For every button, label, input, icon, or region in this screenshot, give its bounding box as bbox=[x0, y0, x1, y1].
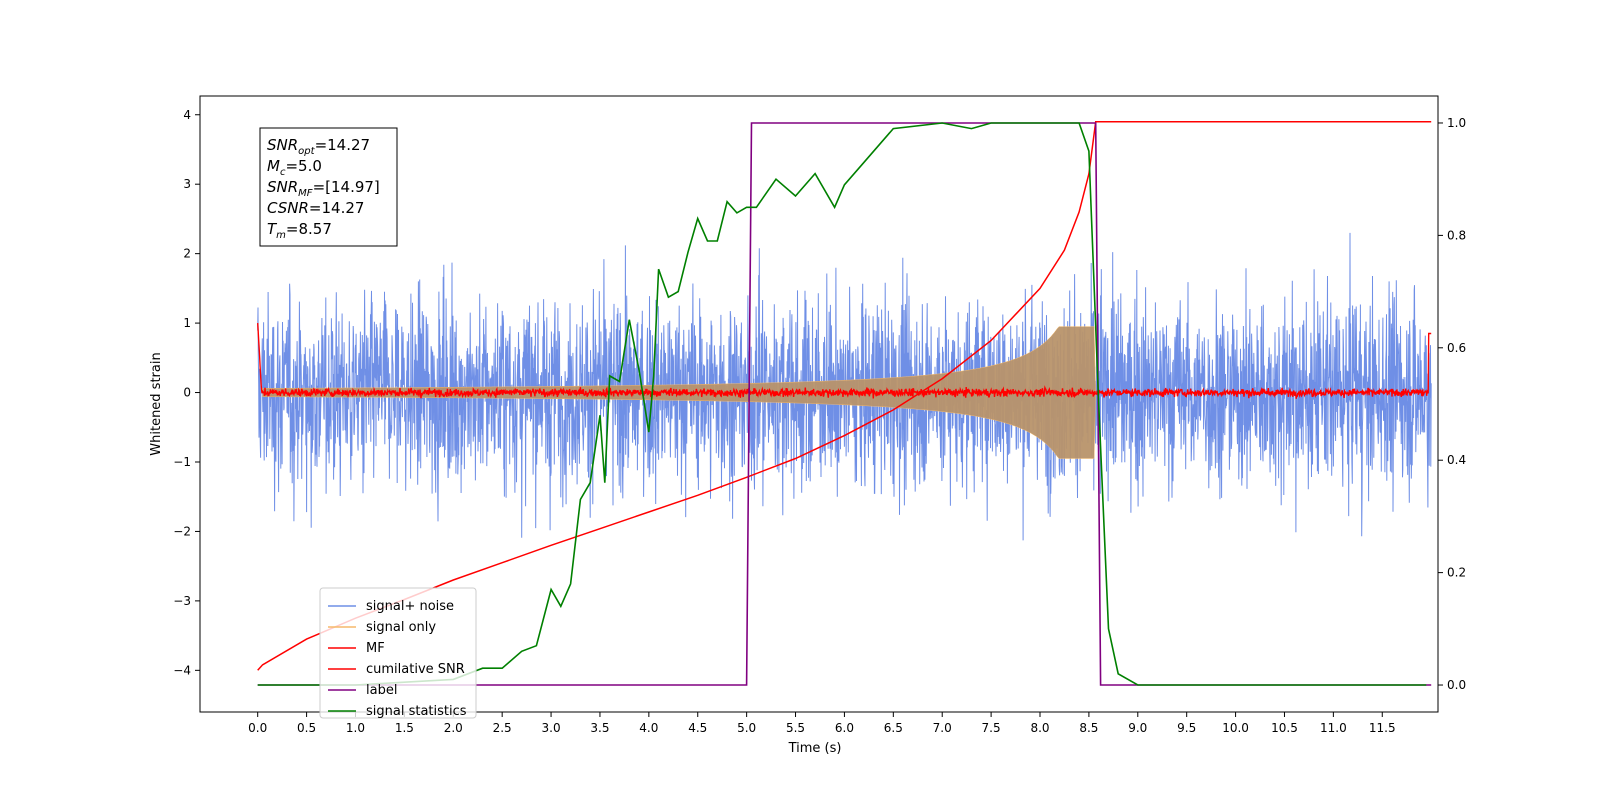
x-axis: 0.0 0.5 1.0 1.5 2.0 2.5 3.0 3.5 4.0 4.5 5.0 5.5 6.0 6… bbox=[248, 712, 1396, 735]
x-tick-label: 11.0 bbox=[1320, 721, 1347, 735]
y-tick-label: −4 bbox=[173, 663, 191, 677]
x-tick-label: 9.5 bbox=[1177, 721, 1196, 735]
x-tick-label: 6.0 bbox=[835, 721, 854, 735]
legend-entry: signal only bbox=[366, 620, 436, 635]
y-tick-label: 0 bbox=[183, 386, 191, 400]
x-tick-label: 2.5 bbox=[493, 721, 512, 735]
y-tick-label: 2 bbox=[183, 247, 191, 261]
y2-tick-label: 0.8 bbox=[1447, 228, 1466, 242]
info-line: CSNR=14.27 bbox=[267, 199, 364, 217]
series-mf bbox=[257, 323, 1432, 399]
y-tick-label: −1 bbox=[173, 455, 191, 469]
y-tick-label: 3 bbox=[183, 177, 191, 191]
y-axis-left: 4 3 2 1 0 −1 −2 −3 −4 bbox=[173, 108, 200, 677]
legend: signal+ noise signal only MF cumilative SNR… bbox=[319, 587, 477, 719]
x-tick-label: 11.5 bbox=[1369, 721, 1396, 735]
x-tick-label: 8.0 bbox=[1030, 721, 1049, 735]
info-line: SNRMF=[14.97] bbox=[267, 178, 380, 199]
plot-frame bbox=[199, 95, 1439, 713]
legend-entry: signal statistics bbox=[366, 704, 467, 719]
x-axis-label: Time (s) bbox=[788, 741, 842, 756]
y-axis-label: Whitened strain bbox=[149, 352, 164, 455]
x-tick-label: 4.0 bbox=[639, 721, 658, 735]
y2-tick-label: 1.0 bbox=[1447, 116, 1466, 130]
x-tick-label: 8.5 bbox=[1079, 721, 1098, 735]
y2-tick-label: 0.0 bbox=[1447, 678, 1466, 692]
info-line: SNRopt=14.27 bbox=[267, 136, 370, 157]
info-line: Mc=5.0 bbox=[267, 157, 322, 178]
info-line: Tm=8.57 bbox=[267, 220, 332, 241]
x-tick-label: 3.0 bbox=[542, 721, 561, 735]
x-tick-label: 3.5 bbox=[590, 721, 609, 735]
x-tick-label: 5.0 bbox=[737, 721, 756, 735]
x-tick-label: 7.0 bbox=[933, 721, 952, 735]
y-tick-label: 4 bbox=[183, 108, 191, 122]
y-axis-right: 1.0 0.8 0.6 0.4 0.2 0.0 bbox=[1438, 116, 1466, 692]
x-tick-label: 7.5 bbox=[982, 721, 1001, 735]
legend-entry: signal+ noise bbox=[366, 599, 454, 614]
y2-tick-label: 0.4 bbox=[1447, 453, 1466, 467]
x-tick-label: 1.5 bbox=[395, 721, 414, 735]
y2-tick-label: 0.2 bbox=[1447, 566, 1466, 580]
series-signal-noise bbox=[257, 232, 1432, 541]
x-tick-label: 0.0 bbox=[248, 721, 267, 735]
y-tick-label: 1 bbox=[183, 316, 191, 330]
y2-tick-label: 0.6 bbox=[1447, 341, 1466, 355]
info-box: SNRopt=14.27Mc=5.0SNRMF=[14.97]CSNR=14.2… bbox=[259, 127, 398, 247]
x-tick-label: 9.0 bbox=[1128, 721, 1147, 735]
y-tick-label: −2 bbox=[173, 524, 191, 538]
series-layer bbox=[257, 120, 1432, 686]
x-tick-label: 6.5 bbox=[884, 721, 903, 735]
legend-entry: cumilative SNR bbox=[366, 662, 465, 677]
series-signal-statistics bbox=[257, 122, 1427, 686]
x-tick-label: 0.5 bbox=[297, 721, 316, 735]
x-tick-label: 10.0 bbox=[1222, 721, 1249, 735]
x-tick-label: 1.0 bbox=[346, 721, 365, 735]
x-tick-label: 2.0 bbox=[444, 721, 463, 735]
x-tick-label: 4.5 bbox=[688, 721, 707, 735]
y-tick-label: −3 bbox=[173, 594, 191, 608]
x-tick-label: 10.5 bbox=[1271, 721, 1298, 735]
x-tick-label: 5.5 bbox=[786, 721, 805, 735]
legend-entry: MF bbox=[366, 641, 385, 656]
legend-entry: label bbox=[366, 683, 397, 698]
